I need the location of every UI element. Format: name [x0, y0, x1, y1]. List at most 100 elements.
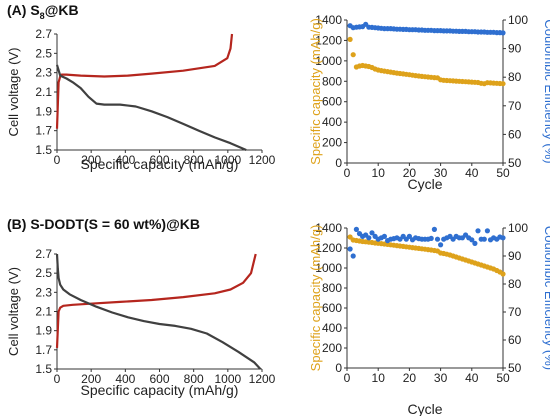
chart-a-cycling-x-axis-label: Cycle [407, 176, 442, 192]
chart-a-cycling-x-tick-label: 40 [465, 166, 479, 180]
chart-b-cycling-y-tick-label: 0 [335, 361, 342, 375]
chart-a-cycling: 0 10 20 30 40 50 0 200 400 600 800 1000 1200 1400 Cycl… [308, 13, 550, 192]
chart-a-voltage: 0 200 400 600 800 1000 1200 1.5 1.7 1.9 2.1 2.3 2.5 2… [6, 27, 276, 172]
chart-a-voltage-x-axis-label: Specific capacity (mAh/g) [81, 156, 239, 172]
chart-a-voltage-y-tick-label: 2.3 [35, 66, 52, 80]
chart-b-cycling-y2-tick-label: 50 [508, 361, 522, 375]
chart-b-cycling-x-tick-label: 10 [372, 371, 386, 385]
chart-a-cycling-x-tick-label: 50 [496, 166, 510, 180]
chart-a-cycling-x-tick-label: 10 [372, 166, 386, 180]
chart-a-voltage-y-tick-label: 2.1 [35, 85, 52, 99]
chart-b-cycling-y2-tick-label: 90 [508, 249, 522, 263]
chart-b-cycling: 0 10 20 30 40 50 0 200 400 600 800 1000 1200 1400 Cycl… [308, 221, 550, 416]
chart-b-voltage-y-tick-label: 1.9 [35, 324, 52, 338]
chart-b-voltage-y-tick-label: 2.7 [35, 247, 52, 261]
chart-b-cycling-y-tick-label: 800 [322, 281, 342, 295]
chart-b-voltage-x-tick-label: 400 [115, 372, 135, 386]
chart-a-voltage-x-tick-label: 0 [54, 153, 61, 167]
chart-b-cycling-y-tick-label: 1400 [315, 221, 342, 235]
chart-a-cycling-y-axis-label: Specific capacity (mAh/g) [308, 18, 323, 165]
chart-b-cycling-x-tick-label: 40 [465, 371, 479, 385]
chart-b-voltage-x-tick-label: 800 [184, 372, 204, 386]
chart-a-voltage-x-tick-label: 1200 [249, 153, 276, 167]
chart-a-cycling-y-tick-label: 1000 [315, 54, 342, 68]
chart-a-cycling-capacity-point [350, 52, 356, 58]
chart-b-voltage-discharge-curve [55, 253, 262, 370]
chart-b-cycling-efficiency-point [406, 233, 412, 239]
chart-a-voltage-x-tick-label: 200 [81, 153, 101, 167]
chart-b-cycling-efficiency-point [434, 236, 441, 242]
chart-b-cycling-y-tick-label: 1200 [315, 241, 342, 255]
chart-a-cycling-y2-tick-label: 60 [508, 127, 522, 141]
chart-b-cycling-x-axis-label: Cycle [407, 401, 442, 416]
chart-b-cycling-efficiency-point [500, 235, 506, 241]
chart-b-voltage-y-tick-label: 1.5 [35, 362, 52, 376]
chart-b-cycling-efficiency-point [381, 233, 387, 239]
chart-b-cycling-y-tick-label: 200 [322, 341, 342, 355]
chart-b-cycling-x-tick-label: 0 [344, 371, 351, 385]
chart-a-cycling-y-tick-label: 200 [322, 136, 342, 150]
chart-b-cycling-efficiency-point [353, 226, 359, 232]
chart-a-voltage-y-tick-label: 2.7 [35, 27, 52, 41]
chart-b-voltage-x-tick-label: 1200 [249, 372, 276, 386]
chart-a-cycling-x-tick-label: 20 [403, 166, 417, 180]
chart-a-voltage-y-tick-label: 1.9 [35, 104, 52, 118]
chart-a-cycling-y2-axis-label: Coulombic Efficiency (%) [542, 19, 550, 163]
chart-a-cycling-capacity-point [500, 81, 506, 87]
chart-b-voltage-y-tick-label: 2.5 [35, 266, 52, 280]
panel-a-label-subscript: 8 [39, 10, 45, 21]
chart-b-voltage-x-tick-label: 200 [81, 372, 101, 386]
chart-a-voltage-y-axis-label: Cell voltage (V) [6, 48, 21, 137]
chart-a-voltage-x-tick-label: 800 [184, 153, 204, 167]
chart-b-voltage-y-axis-label: Cell voltage (V) [6, 267, 21, 356]
chart-a-cycling-y-tick-label: 0 [335, 156, 342, 170]
chart-b-voltage-x-tick-label: 1000 [214, 372, 241, 386]
chart-b-cycling-efficiency-point [469, 237, 475, 243]
chart-a-cycling-capacity-point [347, 36, 353, 43]
panel-b-label: (B) S-DODT(S = 60 wt%)@KB [7, 216, 200, 235]
chart-a-cycling-x-tick-label: 30 [434, 166, 448, 180]
chart-b-cycling-y-tick-label: 1000 [315, 261, 342, 275]
chart-a-cycling-y-tick-label: 600 [322, 95, 342, 109]
panel-a-label-prefix: (A) S [7, 2, 40, 18]
chart-a-voltage-x-tick-label: 1000 [214, 153, 241, 167]
chart-b-voltage-y-tick-label: 1.7 [35, 343, 52, 357]
chart-b-voltage-x-tick-label: 0 [54, 372, 61, 386]
chart-b-cycling-y-axis-label: Specific capacity (mAh/g) [308, 225, 323, 372]
chart-b-cycling-efficiency-point [484, 228, 490, 234]
chart-b-cycling-y2-axis-label: Coulombic Efficiency (%) [542, 226, 550, 370]
chart-b-voltage-x-tick-label: 600 [149, 372, 169, 386]
chart-b-voltage-x-axis-label: Specific capacity (mAh/g) [81, 382, 239, 398]
chart-a-cycling-y2-tick-label: 80 [508, 70, 522, 84]
chart-b-cycling-y-tick-label: 600 [322, 301, 342, 315]
chart-b-cycling-x-tick-label: 30 [434, 371, 448, 385]
chart-a-voltage-y-tick-label: 1.5 [35, 143, 52, 157]
chart-b-voltage-y-tick-label: 2.3 [35, 285, 52, 299]
chart-a-voltage-y-tick-label: 1.7 [35, 124, 52, 138]
chart-b-cycling-x-tick-label: 50 [496, 371, 510, 385]
chart-a-cycling-y-tick-label: 1400 [315, 13, 342, 27]
chart-a-voltage-discharge-curve [55, 64, 247, 152]
chart-b-cycling-capacity-point [500, 271, 506, 277]
chart-b-cycling-efficiency-point [475, 228, 481, 234]
chart-a-voltage-x-tick-label: 400 [115, 153, 135, 167]
chart-b-voltage-y-tick-label: 2.1 [35, 305, 52, 319]
panel-a-label-suffix: @KB [44, 2, 79, 18]
chart-b-cycling-y2-tick-label: 80 [508, 277, 522, 291]
panel-a-label: (A) S8@KB [7, 2, 79, 21]
chart-a-cycling-efficiency-point [500, 30, 506, 36]
chart-b-cycling-efficiency-point [438, 242, 444, 248]
chart-a-voltage-charge-curve [55, 33, 234, 129]
chart-a-voltage-x-tick-label: 600 [149, 153, 169, 167]
chart-b-voltage-charge-curve [55, 253, 257, 348]
chart-b-cycling-efficiency-point [472, 240, 478, 246]
chart-b-cycling-y2-tick-label: 60 [508, 333, 522, 347]
chart-b-cycling-efficiency-point [347, 246, 353, 252]
chart-a-cycling-y2-tick-label: 50 [508, 156, 522, 170]
chart-b-cycling-efficiency-point [366, 235, 372, 241]
chart-a-voltage-y-tick-label: 2.5 [35, 46, 52, 60]
chart-b-cycling-y2-tick-label: 70 [508, 305, 522, 319]
chart-b-cycling-y2-tick-label: 100 [508, 221, 528, 235]
